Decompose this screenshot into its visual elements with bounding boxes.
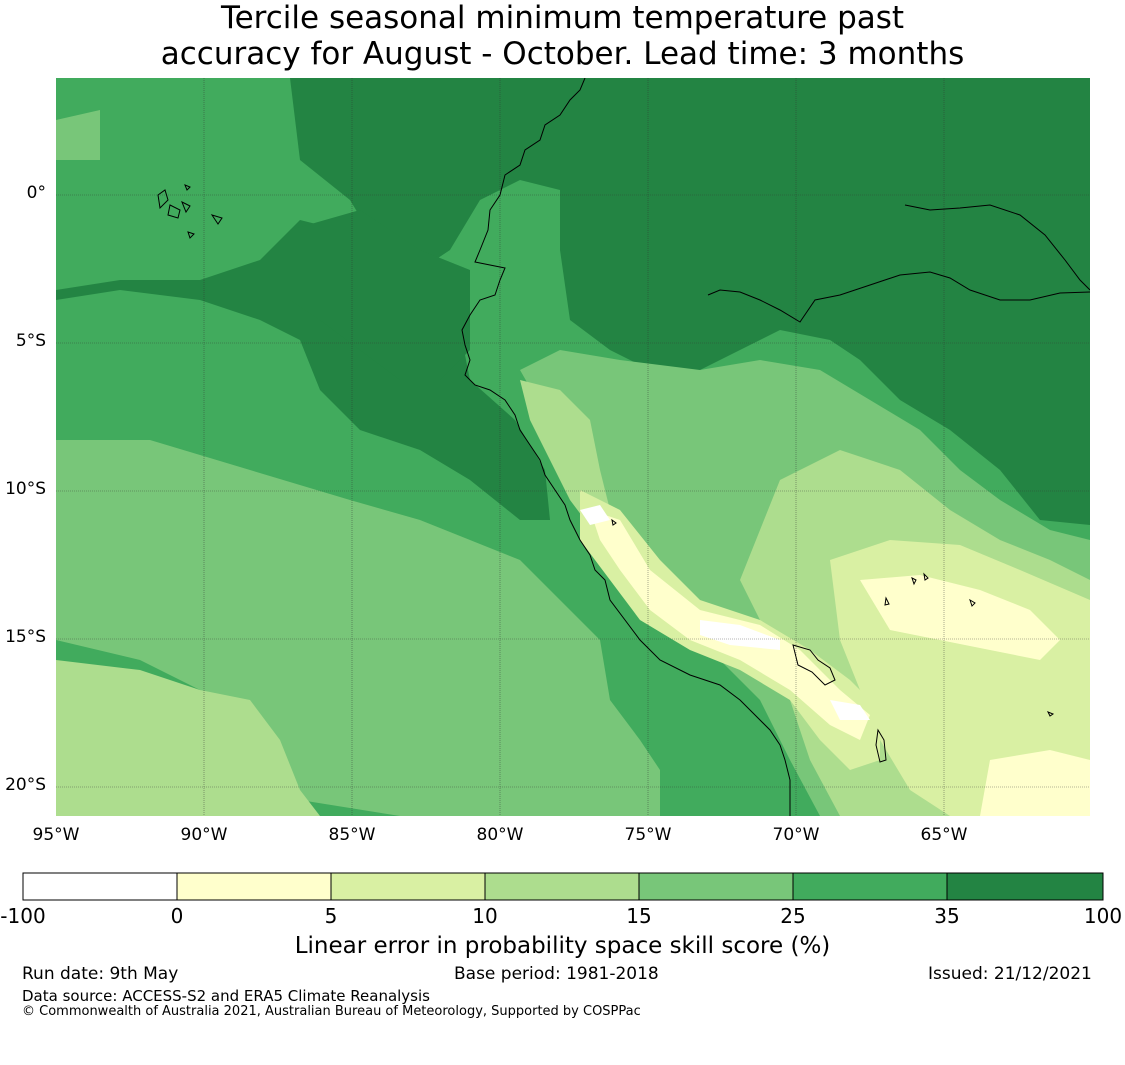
- amazon-river: [707, 271, 1090, 323]
- colorbar-tick-35: 35: [934, 904, 960, 928]
- colorbar-tick-25: 25: [780, 904, 806, 928]
- coastlines: [157, 78, 1090, 816]
- region-low-southwest: [56, 660, 320, 816]
- amazon-estuary: [904, 204, 1090, 291]
- colorbar-bin-6: [947, 873, 1103, 900]
- lon-label-65w: 65°W: [920, 825, 968, 845]
- colorbar: [22, 872, 1104, 901]
- lon-label-70w: 70°W: [772, 825, 820, 845]
- colorbar-tick-0: 0: [170, 904, 184, 928]
- gridlines: [56, 78, 1090, 816]
- colorbar-tick-100: 100: [1083, 904, 1123, 928]
- base-period: Base period: 1981-2018: [454, 964, 659, 984]
- colorbar-bin-1: [177, 873, 331, 900]
- run-date: Run date: 9th May: [22, 964, 179, 984]
- title-line-1: Tercile seasonal minimum temperature pas…: [220, 0, 905, 36]
- region-lowest-corner: [980, 750, 1090, 816]
- lat-label-0: 0°: [26, 183, 46, 203]
- colorbar-bin-4: [639, 873, 793, 900]
- title-line-2: accuracy for August - October. Lead time…: [160, 36, 965, 72]
- region-mid-northwest: [56, 110, 100, 160]
- lat-label-20s: 20°S: [5, 775, 46, 795]
- galapagos-islands: [157, 184, 223, 239]
- colorbar-tick-5: 5: [324, 904, 338, 928]
- region-high-north: [290, 78, 1090, 525]
- lat-label-5s: 5°S: [15, 331, 46, 351]
- lon-label-85w: 85°W: [328, 825, 376, 845]
- copyright-notice: © Commonwealth of Australia 2021, Austra…: [22, 1004, 641, 1019]
- colorbar-bin-3: [485, 873, 639, 900]
- colorbar-tick-15: 15: [626, 904, 652, 928]
- colorbar-bin-0: [23, 873, 177, 900]
- issued-date: Issued: 21/12/2021: [928, 964, 1092, 984]
- colorbar-label: Linear error in probability space skill …: [294, 933, 831, 959]
- region-high-band: [290, 210, 470, 380]
- lake-titicaca: [792, 644, 836, 686]
- lon-label-90w: 90°W: [180, 825, 228, 845]
- skill-field: [56, 78, 1090, 816]
- lat-label-10s: 10°S: [5, 479, 46, 499]
- inland-lakes: [611, 518, 1055, 763]
- region-mid-west: [56, 440, 660, 816]
- colorbar-tick-10: 10: [472, 904, 498, 928]
- colorbar-bin-2: [331, 873, 485, 900]
- lon-label-75w: 75°W: [624, 825, 672, 845]
- lat-label-15s: 15°S: [5, 627, 46, 647]
- lon-label-95w: 95°W: [32, 825, 80, 845]
- map-title: Tercile seasonal minimum temperature pas…: [0, 0, 1125, 72]
- data-source: Data source: ACCESS-S2 and ERA5 Climate …: [22, 987, 430, 1005]
- colorbar-tick-minus100: -100: [0, 904, 46, 928]
- lon-label-80w: 80°W: [476, 825, 524, 845]
- south-america-coastline: [461, 78, 791, 816]
- colorbar-bin-5: [793, 873, 947, 900]
